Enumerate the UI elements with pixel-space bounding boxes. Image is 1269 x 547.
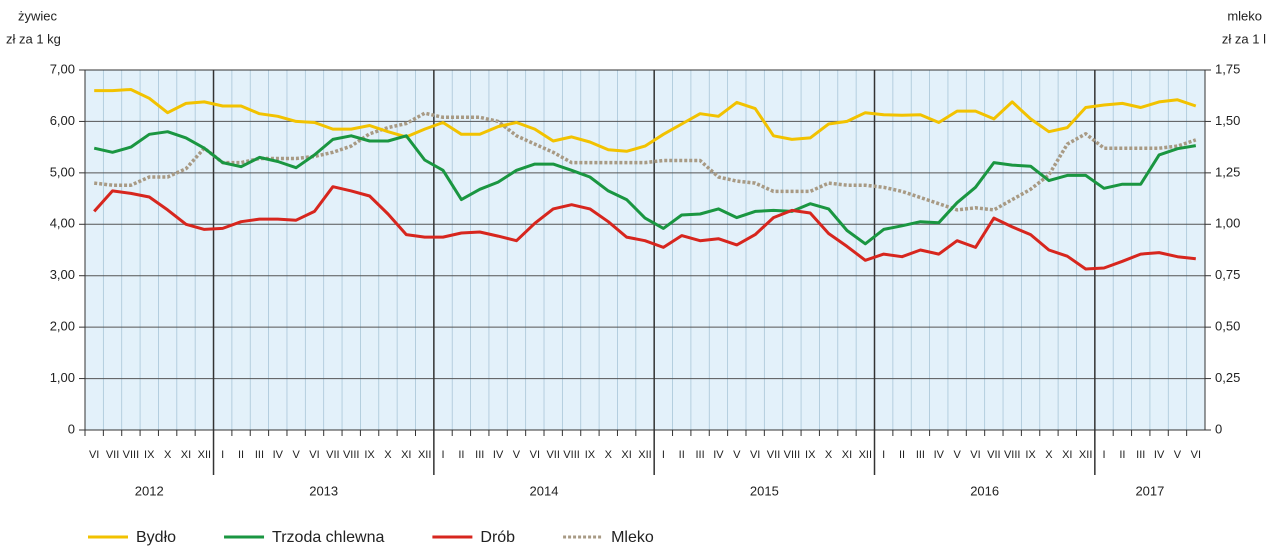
x-tick-label: VI xyxy=(970,449,980,461)
x-tick-label: I xyxy=(1102,449,1105,461)
x-tick-label: XI xyxy=(621,449,631,461)
y2-tick-label: 1,25 xyxy=(1215,164,1240,179)
year-label: 2016 xyxy=(970,483,999,498)
x-tick-label: XII xyxy=(859,449,872,461)
y2-tick-label: 0 xyxy=(1215,421,1222,436)
x-tick-label: VI xyxy=(750,449,760,461)
x-tick-label: V xyxy=(513,449,521,461)
y2-tick-label: 0,50 xyxy=(1215,319,1240,334)
legend-label: Bydło xyxy=(136,529,176,546)
x-tick-label: VI xyxy=(1191,449,1201,461)
x-tick-label: X xyxy=(164,449,172,461)
x-tick-label: XII xyxy=(198,449,211,461)
y2-tick-label: 0,75 xyxy=(1215,267,1240,282)
x-tick-label: VI xyxy=(530,449,540,461)
x-tick-label: V xyxy=(292,449,300,461)
x-tick-label: VIII xyxy=(343,449,360,461)
x-tick-label: IV xyxy=(493,449,504,461)
x-tick-label: IX xyxy=(364,449,375,461)
y-tick-label: 6,00 xyxy=(50,113,75,128)
series-line xyxy=(93,185,1196,271)
x-tick-label: VI xyxy=(89,449,99,461)
y-axis-title: zł za 1 kg xyxy=(6,31,61,46)
x-tick-label: IV xyxy=(273,449,284,461)
x-tick-label: XI xyxy=(842,449,852,461)
x-tick-label: VII xyxy=(546,449,559,461)
y-tick-label: 1,00 xyxy=(50,370,75,385)
y-tick-label: 7,00 xyxy=(50,61,75,76)
x-tick-label: III xyxy=(255,449,264,461)
year-label: 2017 xyxy=(1135,483,1164,498)
x-tick-label: I xyxy=(221,449,224,461)
x-tick-label: VIII xyxy=(1004,449,1021,461)
x-tick-label: XII xyxy=(638,449,651,461)
x-tick-label: XII xyxy=(1079,449,1092,461)
series-line xyxy=(94,111,1197,212)
y-tick-label: 2,00 xyxy=(50,319,75,334)
y-tick-label: 0 xyxy=(68,421,75,436)
x-tick-label: I xyxy=(442,449,445,461)
series-line xyxy=(93,130,1197,246)
x-tick-label: X xyxy=(1045,449,1053,461)
year-label: 2013 xyxy=(309,483,338,498)
x-tick-label: V xyxy=(953,449,961,461)
x-tick-label: II xyxy=(1119,449,1125,461)
x-tick-label: III xyxy=(475,449,484,461)
x-tick-label: V xyxy=(733,449,741,461)
legend-label: Mleko xyxy=(611,529,654,546)
year-label: 2015 xyxy=(750,483,779,498)
y2-tick-label: 1,75 xyxy=(1215,61,1240,76)
y2-tick-label: 1,50 xyxy=(1215,113,1240,128)
x-tick-label: XI xyxy=(181,449,191,461)
x-tick-label: XI xyxy=(401,449,411,461)
x-tick-label: XII xyxy=(418,449,431,461)
x-tick-label: XI xyxy=(1062,449,1072,461)
x-tick-label: X xyxy=(384,449,392,461)
x-tick-label: I xyxy=(882,449,885,461)
y2-axis-title: mleko xyxy=(1227,8,1262,23)
legend-label: Trzoda chlewna xyxy=(272,529,384,546)
x-tick-label: IX xyxy=(805,449,816,461)
x-tick-label: III xyxy=(916,449,925,461)
x-tick-label: IV xyxy=(1154,449,1165,461)
x-tick-label: II xyxy=(458,449,464,461)
x-tick-label: IV xyxy=(713,449,724,461)
x-tick-label: IX xyxy=(1025,449,1036,461)
x-tick-label: II xyxy=(238,449,244,461)
x-tick-label: VII xyxy=(106,449,119,461)
y-axis-title: żywiec xyxy=(18,8,58,23)
x-tick-label: V xyxy=(1174,449,1182,461)
x-tick-label: X xyxy=(825,449,833,461)
y2-axis-title: zł za 1 l xyxy=(1222,31,1266,46)
x-tick-label: VI xyxy=(309,449,319,461)
plot-frame xyxy=(84,69,1206,431)
year-label: 2012 xyxy=(135,483,164,498)
y-tick-label: 4,00 xyxy=(50,216,75,231)
x-tick-label: VIII xyxy=(784,449,801,461)
x-tick-label: IV xyxy=(934,449,945,461)
plot-background xyxy=(85,70,1205,430)
x-tick-label: IX xyxy=(144,449,155,461)
x-tick-label: VIII xyxy=(123,449,140,461)
x-tick-label: VII xyxy=(987,449,1000,461)
x-tick-label: II xyxy=(899,449,905,461)
x-tick-label: VII xyxy=(767,449,780,461)
y2-tick-label: 0,25 xyxy=(1215,370,1240,385)
x-tick-label: VIII xyxy=(563,449,580,461)
y-tick-label: 3,00 xyxy=(50,267,75,282)
x-tick-label: VII xyxy=(326,449,339,461)
legend-label: Drób xyxy=(480,529,515,546)
year-label: 2014 xyxy=(530,483,559,498)
y2-tick-label: 1,00 xyxy=(1215,216,1240,231)
x-tick-label: II xyxy=(679,449,685,461)
y-tick-label: 5,00 xyxy=(50,164,75,179)
x-tick-label: X xyxy=(605,449,613,461)
series-line xyxy=(94,88,1197,153)
x-tick-label: III xyxy=(695,449,704,461)
x-tick-label: III xyxy=(1136,449,1145,461)
x-tick-label: IX xyxy=(585,449,596,461)
x-tick-label: I xyxy=(662,449,665,461)
